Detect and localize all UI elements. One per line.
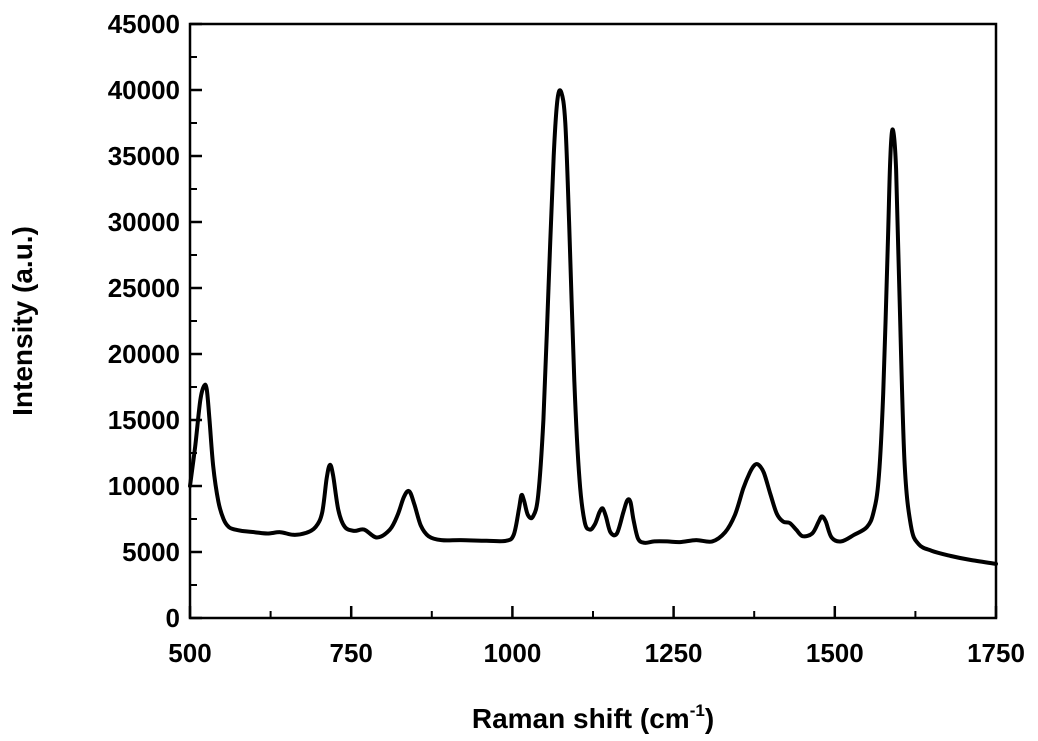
y-tick-label: 25000 [108,273,180,303]
x-tick-labels: 500 750 1000 1250 1500 1750 [168,638,1025,668]
x-tick-label: 500 [168,638,211,668]
x-tick-label: 1000 [483,638,541,668]
y-tick-labels: 0 5000 10000 15000 20000 25000 30000 35000 40000… [108,9,180,633]
spectrum-line [188,88,998,566]
y-tick-label: 40000 [108,75,180,105]
y-tick-label: 15000 [108,405,180,435]
y-tick-label: 20000 [108,339,180,369]
y-tick-label: 0 [166,603,180,633]
y-axis-title: Intensity (a.u.) [7,226,38,416]
y-tick-label: 30000 [108,207,180,237]
x-tick-label: 1750 [967,638,1025,668]
plot-frame [188,22,998,620]
y-tick-label: 10000 [108,471,180,501]
x-tick-label: 1250 [645,638,703,668]
y-tick-label: 45000 [108,9,180,39]
x-axis-title: Raman shift (cm-1) [472,701,714,734]
x-axis-title-superscript: -1 [690,701,705,720]
y-tick-label: 5000 [122,537,180,567]
x-axis-title-suffix: ) [705,703,714,734]
x-tick-label: 1500 [806,638,864,668]
x-axis-title-main: Raman shift (cm [472,703,690,734]
y-tick-label: 35000 [108,141,180,171]
x-tick-label: 750 [330,638,373,668]
